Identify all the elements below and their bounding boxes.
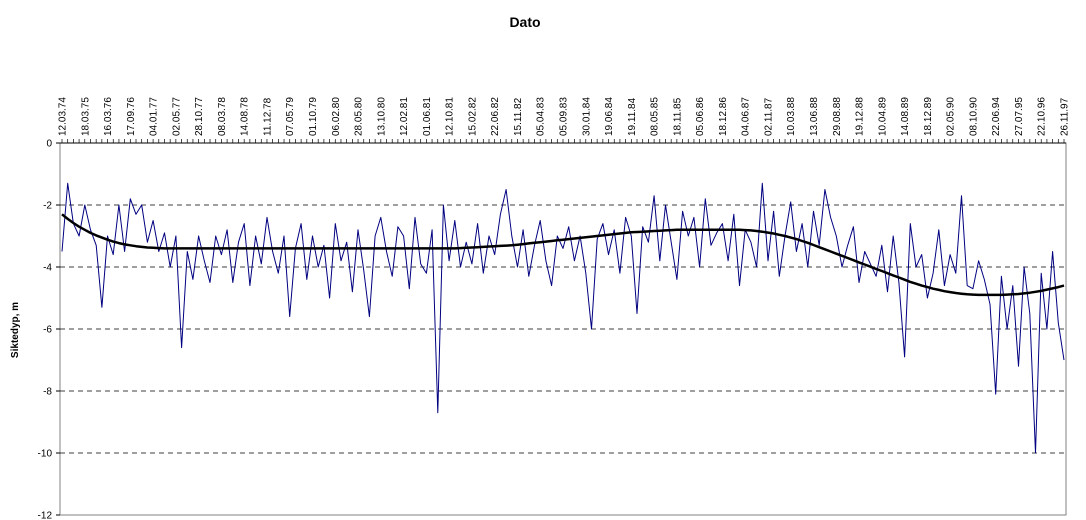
x-tick-label: 13.06.88 (809, 97, 820, 136)
y-tick-label: -6 (43, 325, 52, 336)
x-tick-label: 01.06.81 (422, 97, 433, 136)
x-tick-label: 15.11.82 (513, 97, 524, 136)
x-tick-label: 22.06.94 (991, 97, 1002, 136)
x-tick-label: 04.06.87 (741, 97, 752, 136)
x-tick-label: 22.06.82 (490, 97, 501, 136)
x-tick-label: 08.05.85 (650, 97, 661, 136)
x-tick-label: 28.05.80 (354, 97, 365, 136)
x-tick-label: 16.03.76 (103, 97, 114, 136)
x-tick-label: 08.10.90 (968, 97, 979, 136)
x-tick-label: 02.05.90 (946, 97, 957, 136)
x-tick-label: 29.08.88 (832, 97, 843, 136)
y-axis-label: Siktedyp, m (10, 302, 21, 358)
x-tick-label: 01.10.79 (308, 97, 319, 136)
x-tick-label: 18.12.86 (718, 97, 729, 136)
x-tick-label: 19.11.84 (627, 97, 638, 136)
x-tick-label: 18.03.75 (80, 97, 91, 136)
y-tick-label: -4 (43, 263, 52, 274)
x-tick-label: 18.12.89 (923, 97, 934, 136)
x-tick-label: 11.12.78 (262, 97, 273, 136)
series-line (61, 213, 1065, 297)
y-tick-label: -10 (38, 449, 53, 460)
x-tick-label: 28.10.77 (194, 97, 205, 136)
y-tick-label: -8 (43, 387, 52, 398)
y-tick-label: -12 (38, 511, 53, 520)
x-tick-label: 10.04.89 (877, 97, 888, 136)
x-tick-label: 02.11.87 (763, 97, 774, 136)
chart-title: Dato (509, 14, 540, 30)
x-tick-label: 26.11.97 (1060, 97, 1071, 136)
x-tick-label: 30.01.84 (581, 97, 592, 136)
x-tick-label: 10.03.88 (786, 97, 797, 136)
x-tick-label: 05.09.83 (559, 97, 570, 136)
x-tick-label: 05.04.83 (536, 97, 547, 136)
x-tick-label: 05.06.86 (695, 97, 706, 136)
x-tick-label: 19.06.84 (604, 97, 615, 136)
x-tick-label: 02.05.77 (171, 97, 182, 136)
x-tick-label: 14.08.78 (240, 97, 251, 136)
x-tick-label: 17.09.76 (126, 97, 137, 136)
x-tick-label: 04.01.77 (149, 97, 160, 136)
x-tick-label: 14.08.89 (900, 97, 911, 136)
x-tick-label: 22.10.96 (1037, 97, 1048, 136)
x-tick-label: 08.03.78 (217, 97, 228, 136)
y-tick-label: 0 (46, 139, 52, 150)
x-tick-label: 12.03.74 (58, 97, 69, 136)
x-tick-label: 27.07.95 (1014, 97, 1025, 136)
y-tick-label: -2 (43, 201, 52, 212)
x-tick-label: 18.11.85 (672, 97, 683, 136)
x-tick-label: 15.02.82 (467, 97, 478, 136)
x-tick-label: 06.02.80 (331, 97, 342, 136)
x-tick-label: 13.10.80 (376, 97, 387, 136)
x-tick-label: 12.02.81 (399, 97, 410, 136)
x-tick-label: 07.05.79 (285, 97, 296, 136)
x-tick-label: 19.12.88 (855, 97, 866, 136)
x-tick-label: 12.10.81 (445, 97, 456, 136)
